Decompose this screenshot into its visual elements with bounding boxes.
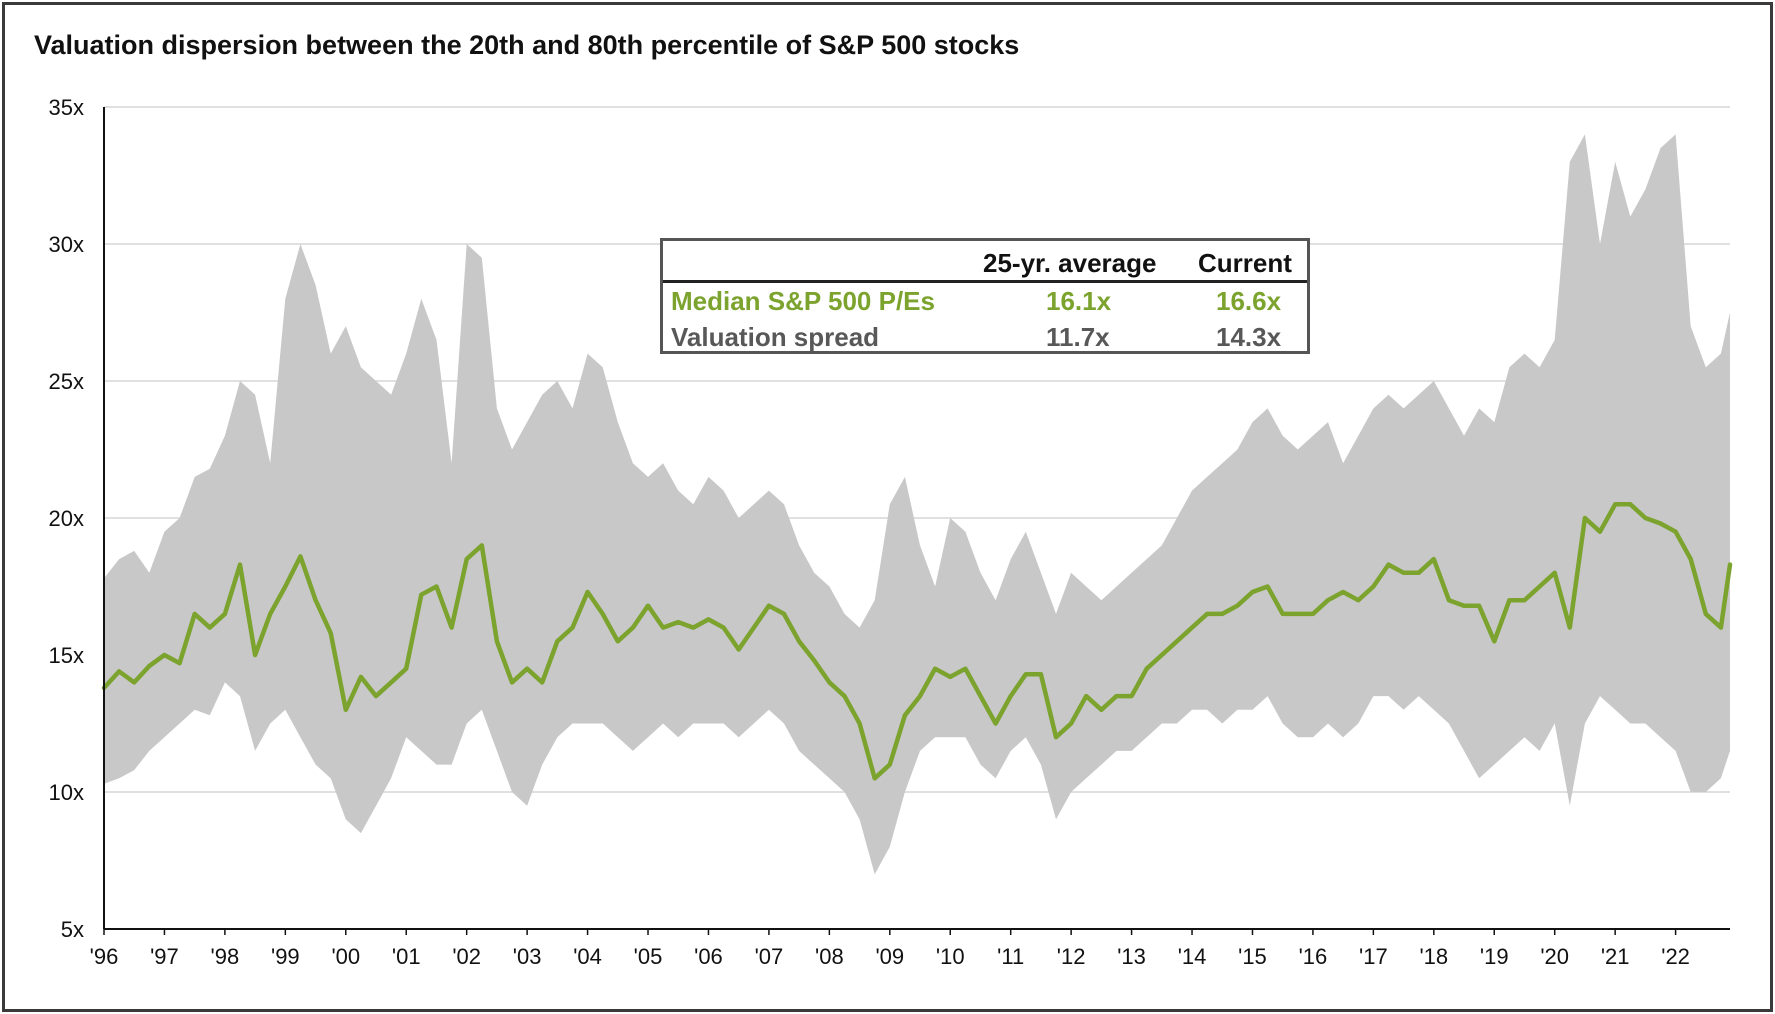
y-tick-label: 25x	[49, 369, 84, 394]
x-tick-label: '00	[331, 944, 360, 969]
row-spread-current: 14.3x	[1216, 322, 1282, 352]
y-tick-label: 35x	[49, 95, 84, 120]
header-average: 25-yr. average	[983, 248, 1157, 278]
median-pe-series	[101, 502, 1733, 781]
summary-table: 25-yr. average Current Median S&P 500 P/…	[660, 238, 1310, 354]
x-tick-label: '20	[1540, 944, 1569, 969]
x-tick-label: '07	[755, 944, 784, 969]
x-tick-label: '03	[513, 944, 542, 969]
y-tick-label: 15x	[49, 643, 84, 668]
x-tick-label: '05	[634, 944, 663, 969]
x-axis-tick-labels: '96 '97 '98 '99 '00 '01 '02 '03 '04 '05 '06 '07 '08 '…	[90, 944, 1690, 969]
x-tick-label: '12	[1057, 944, 1086, 969]
y-tick-label: 20x	[49, 506, 84, 531]
x-tick-label: '98	[211, 944, 240, 969]
chart-title: Valuation dispersion between the 20th an…	[34, 30, 1020, 60]
x-tick-label: '21	[1601, 944, 1630, 969]
x-tick-label: '22	[1661, 944, 1690, 969]
header-current: Current	[1198, 248, 1292, 278]
x-tick-label: '15	[1238, 944, 1267, 969]
y-tick-label: 5x	[61, 917, 84, 942]
x-tick-label: '99	[271, 944, 300, 969]
valuation-spread-area	[104, 134, 1730, 875]
row-spread-label: Valuation spread	[671, 322, 880, 352]
y-axis-tick-labels: 5x 10x 15x 20x 25x 30x 35x	[49, 95, 84, 942]
y-tick-label: 30x	[49, 232, 84, 257]
x-tick-label: '06	[694, 944, 723, 969]
x-tick-label: '02	[452, 944, 481, 969]
x-tick-label: '16	[1299, 944, 1328, 969]
x-tick-label: '96	[90, 944, 119, 969]
row-median-average: 16.1x	[1046, 286, 1112, 316]
x-tick-label: '18	[1419, 944, 1448, 969]
x-tick-label: '14	[1178, 944, 1207, 969]
header-rule	[663, 280, 1307, 283]
x-tick-label: '97	[150, 944, 179, 969]
x-tick-label: '01	[392, 944, 421, 969]
x-tick-label: '19	[1480, 944, 1509, 969]
x-tick-label: '11	[997, 944, 1024, 969]
x-tick-label: '04	[573, 944, 602, 969]
x-tick-label: '09	[875, 944, 904, 969]
x-tick-label: '17	[1359, 944, 1388, 969]
valuation-spread-band	[104, 134, 1730, 875]
median-pe-line	[101, 502, 1733, 781]
x-tick-label: '13	[1117, 944, 1146, 969]
axes	[103, 107, 1730, 935]
row-spread-average: 11.7x	[1046, 322, 1110, 352]
row-median-label: Median S&P 500 P/Es	[671, 286, 935, 316]
row-median-current: 16.6x	[1216, 286, 1282, 316]
x-tick-label: '10	[936, 944, 965, 969]
x-tick-label: '08	[815, 944, 844, 969]
y-tick-label: 10x	[49, 780, 84, 805]
